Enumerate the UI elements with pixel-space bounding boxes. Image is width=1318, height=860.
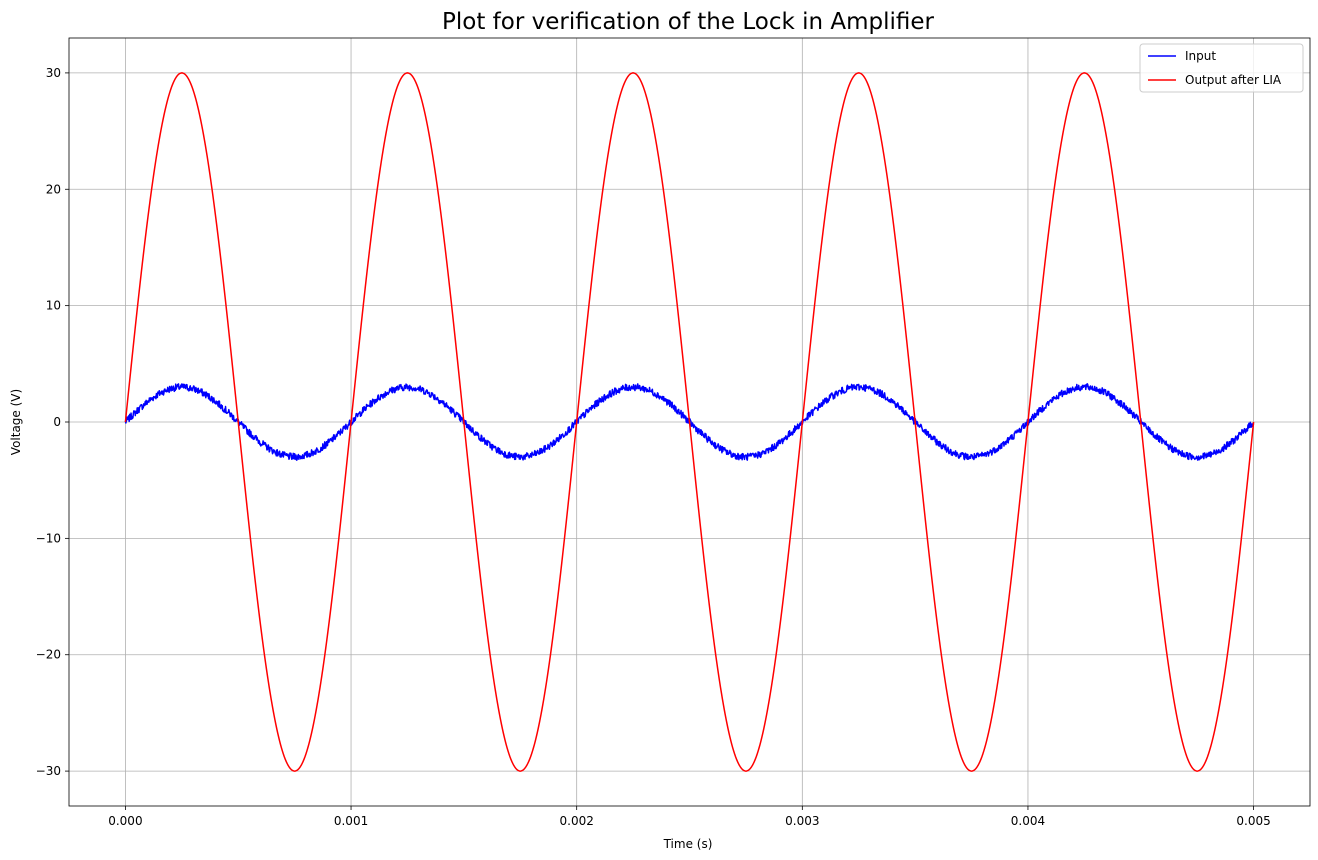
legend-box <box>1139 43 1304 93</box>
y-tick-label: 30 <box>46 66 61 80</box>
legend-label-output: Output after LIA <box>1185 73 1282 87</box>
x-axis-label: Time (s) <box>663 837 713 851</box>
axis-ticks: 0.000 0.001 0.002 0.003 0.004 0.005 −30 −20 −10 0… <box>36 66 1271 828</box>
y-axis-label: Voltage (V) <box>9 389 23 455</box>
y-tick-label: −10 <box>36 531 61 545</box>
chart-title: Plot for verification of the Lock in Amp… <box>442 9 935 35</box>
y-tick-label: −30 <box>36 764 61 778</box>
x-tick-label: 0.004 <box>1011 814 1045 828</box>
y-tick-label: 10 <box>46 299 61 313</box>
y-tick-label: 20 <box>46 182 61 196</box>
x-tick-label: 0.000 <box>108 814 142 828</box>
x-tick-label: 0.002 <box>560 814 594 828</box>
x-tick-label: 0.003 <box>785 814 819 828</box>
series-layer <box>124 72 1255 772</box>
x-tick-label: 0.001 <box>334 814 368 828</box>
series-output-line <box>124 72 1255 772</box>
x-tick-label: 0.005 <box>1236 814 1270 828</box>
legend-label-input: Input <box>1185 49 1216 63</box>
y-tick-label: −20 <box>36 648 61 662</box>
legend: Input Output after LIA <box>1139 43 1304 93</box>
y-tick-label: 0 <box>53 415 61 429</box>
